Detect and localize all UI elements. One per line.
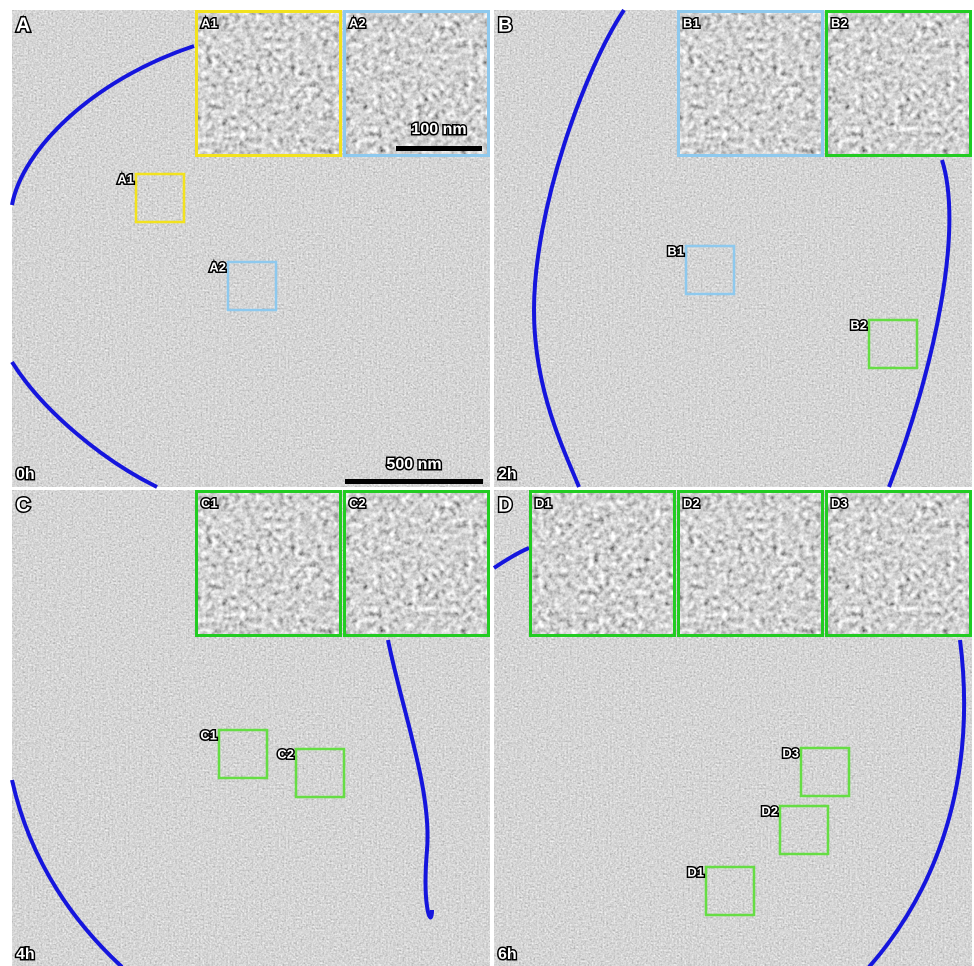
region-label: D2 bbox=[761, 803, 778, 818]
panel: C1 C2 C1 C2 C 4h bbox=[12, 490, 490, 966]
time-label: 6h bbox=[498, 946, 517, 963]
inset-scale-bar-label: 100 nm bbox=[411, 121, 466, 138]
inset-image bbox=[195, 10, 342, 157]
region-label: A1 bbox=[117, 171, 134, 186]
inset-scale-bar bbox=[396, 146, 482, 151]
inset-label: B1 bbox=[683, 15, 700, 30]
figure: A1A2A1A2A0h500 nm100 nmB1B2B1B2B2hC1C2C1… bbox=[0, 0, 974, 966]
scale-bar-label: 500 nm bbox=[386, 456, 441, 473]
panel: D3 D2 D1 D1 D2 D3 D 6h bbox=[494, 490, 972, 966]
inset-image bbox=[825, 10, 972, 157]
region-label: C2 bbox=[277, 746, 294, 761]
panel-letter: C bbox=[16, 494, 30, 516]
inset-label: D2 bbox=[683, 495, 700, 510]
inset-image bbox=[195, 490, 342, 637]
region-label: D3 bbox=[782, 745, 799, 760]
inset-image bbox=[343, 490, 490, 637]
panel-letter: D bbox=[498, 494, 512, 516]
time-label: 2h bbox=[498, 466, 517, 483]
panel: B1 B2 B1 B2 B 2h bbox=[494, 10, 972, 487]
region-label: A2 bbox=[209, 259, 226, 274]
inset-image bbox=[825, 490, 972, 637]
time-label: 0h bbox=[16, 466, 35, 483]
inset-image bbox=[529, 490, 676, 637]
time-label: 4h bbox=[16, 946, 35, 963]
inset-label: A2 bbox=[349, 15, 366, 30]
region-label: B2 bbox=[850, 317, 867, 332]
panel-letter: A bbox=[16, 14, 30, 36]
inset-label: D3 bbox=[831, 495, 848, 510]
inset-image bbox=[677, 10, 824, 157]
inset-image bbox=[677, 490, 824, 637]
region-label: C1 bbox=[200, 727, 217, 742]
scale-bar bbox=[345, 479, 483, 484]
inset-label: B2 bbox=[831, 15, 848, 30]
inset-label: A1 bbox=[201, 15, 218, 30]
panel-letter: B bbox=[498, 14, 512, 36]
inset-label: C2 bbox=[349, 495, 366, 510]
region-label: B1 bbox=[667, 243, 684, 258]
panel: A1 A2 A1 A2 A 0h 500 nm 100 nm bbox=[12, 10, 490, 487]
inset-label: D1 bbox=[535, 495, 552, 510]
inset-label: C1 bbox=[201, 495, 218, 510]
region-label: D1 bbox=[687, 864, 704, 879]
